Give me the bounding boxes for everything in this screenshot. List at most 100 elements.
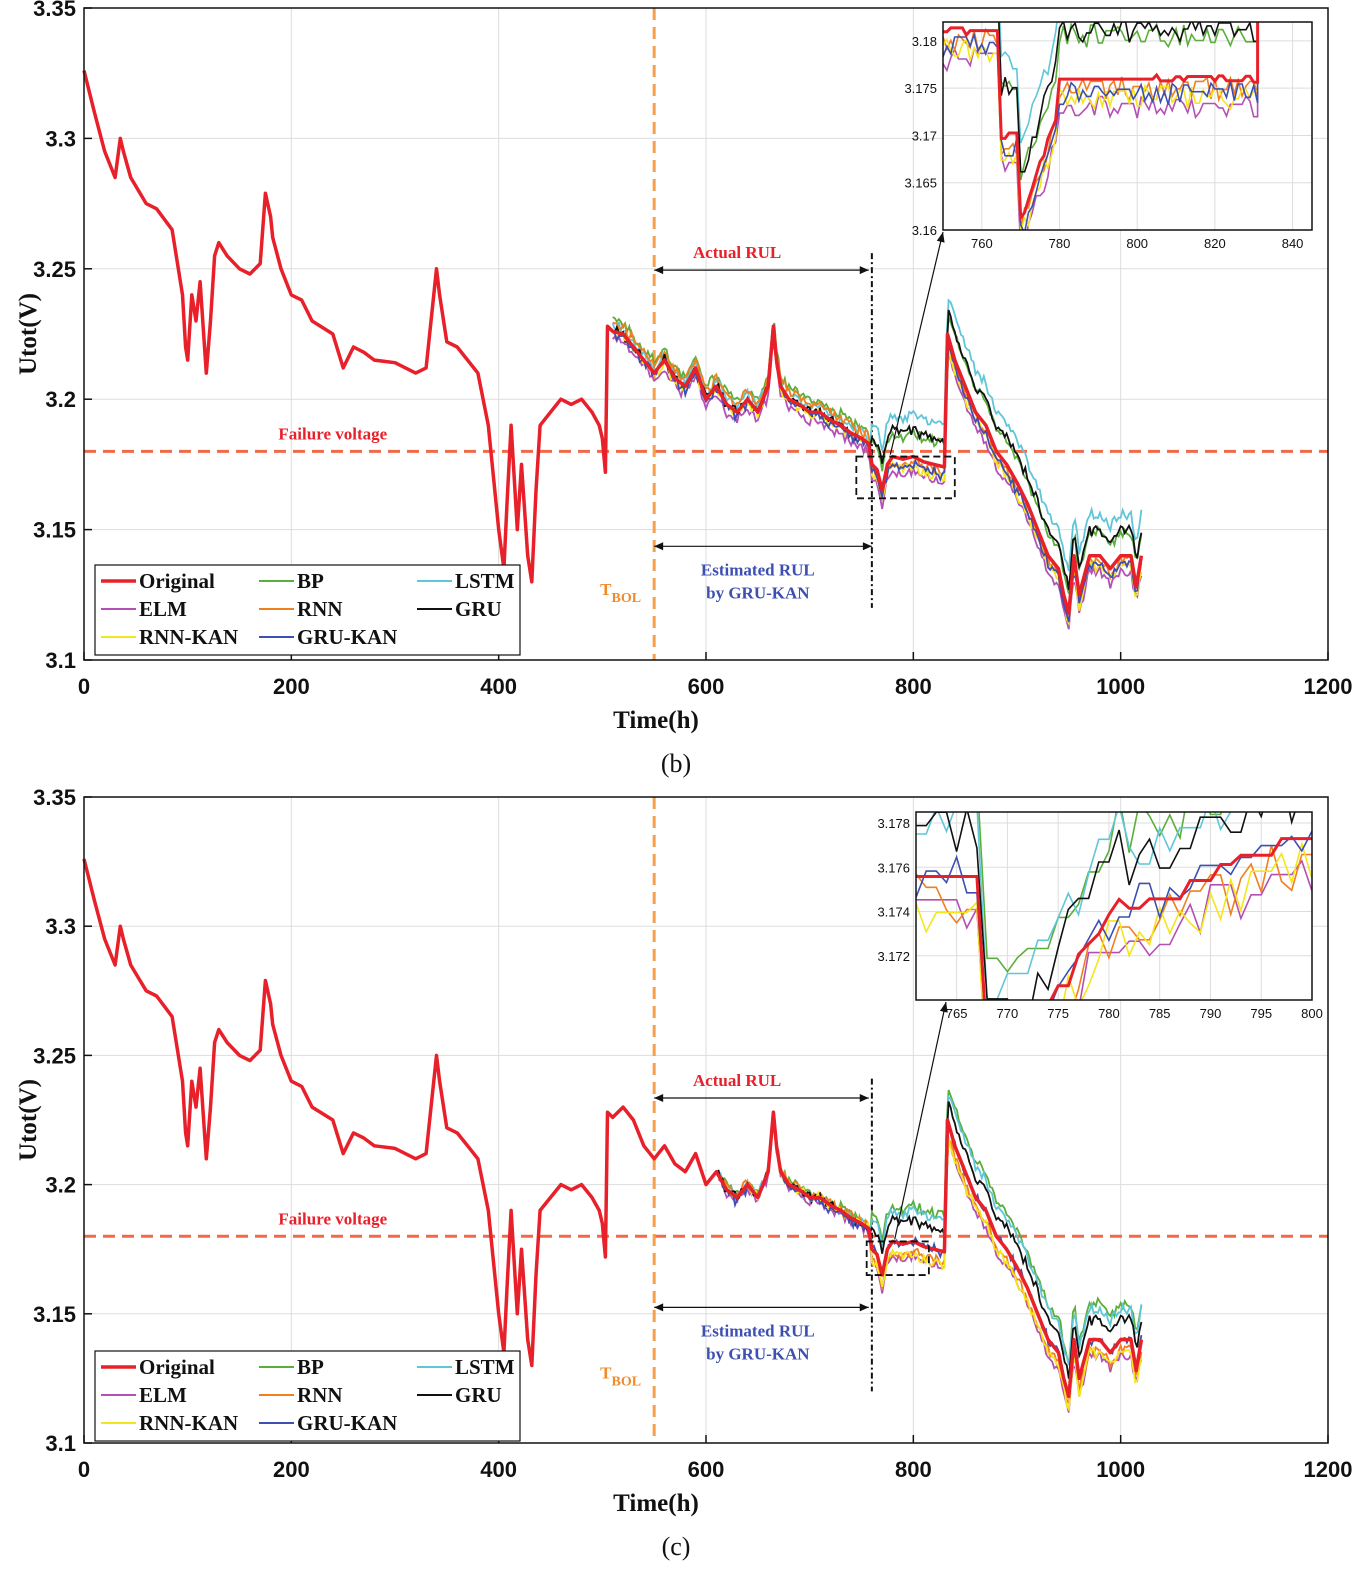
actual-rul-label: Actual RUL bbox=[693, 1071, 781, 1090]
estimated-rul-arrow-head-right bbox=[859, 1303, 869, 1312]
x-tick-label: 400 bbox=[480, 1457, 517, 1482]
x-tick-label: 1200 bbox=[1304, 674, 1353, 699]
inset-y-tick-label: 3.175 bbox=[904, 81, 937, 96]
inset-series-original bbox=[943, 22, 1260, 223]
legend-label: ELM bbox=[139, 1383, 187, 1407]
x-tick-label: 1200 bbox=[1304, 1457, 1353, 1482]
y-axis-label: Utot(V) bbox=[15, 1079, 42, 1161]
y-tick-label: 3.1 bbox=[45, 648, 76, 673]
actual-rul-arrow-head-right bbox=[859, 266, 869, 275]
x-tick-label: 200 bbox=[273, 1457, 310, 1482]
inset-series-gru-kan bbox=[943, 22, 1259, 230]
series-elm bbox=[612, 334, 1143, 630]
x-tick-label: 800 bbox=[895, 674, 932, 699]
series-original bbox=[82, 70, 1144, 615]
inset-y-tick-label: 3.174 bbox=[877, 905, 910, 920]
legend-label: GRU-KAN bbox=[297, 625, 397, 649]
x-tick-label: 600 bbox=[688, 674, 725, 699]
series-original bbox=[82, 858, 1144, 1399]
legend-label: LSTM bbox=[455, 569, 515, 593]
inset-x-tick-label: 800 bbox=[1126, 236, 1148, 251]
legend-label: ELM bbox=[139, 597, 187, 621]
actual-rul-arrow-head-right bbox=[859, 1094, 869, 1103]
inset-frame bbox=[915, 811, 1313, 1001]
inset-series-rnn-kan bbox=[943, 22, 1259, 230]
x-axis-label: Time(h) bbox=[613, 1490, 699, 1517]
inset-series-rnn bbox=[943, 22, 1259, 230]
x-axis-label: Time(h) bbox=[613, 707, 699, 734]
inset-x-tick-label: 785 bbox=[1149, 1006, 1171, 1021]
inset-y-tick-label: 3.165 bbox=[904, 176, 937, 191]
inset-x-tick-label: 795 bbox=[1250, 1006, 1272, 1021]
legend-label: GRU-KAN bbox=[297, 1411, 397, 1435]
inset-y-tick-label: 3.16 bbox=[912, 223, 937, 238]
y-axis-label: Utot(V) bbox=[15, 293, 42, 375]
axes-frame bbox=[83, 796, 1329, 1444]
x-tick-label: 1000 bbox=[1096, 1457, 1145, 1482]
zoom-connector bbox=[894, 1001, 947, 1240]
inset-x-tick-label: 800 bbox=[1301, 1006, 1323, 1021]
x-tick-label: 1000 bbox=[1096, 674, 1145, 699]
y-tick-label: 3.2 bbox=[45, 1173, 76, 1198]
estimated-rul-arrow-head-left bbox=[654, 1303, 664, 1312]
legend-label: Original bbox=[139, 1355, 215, 1379]
estimated-rul-arrow-head-left bbox=[654, 542, 664, 551]
inset-x-tick-label: 820 bbox=[1204, 236, 1226, 251]
inset-series-lstm bbox=[916, 812, 1232, 1000]
inset-x-tick-label: 780 bbox=[1049, 236, 1071, 251]
inset-series-bp bbox=[997, 22, 1259, 181]
x-tick-label: 400 bbox=[480, 674, 517, 699]
inset-x-tick-label: 770 bbox=[997, 1006, 1019, 1021]
legend-label: BP bbox=[297, 1355, 324, 1379]
y-tick-label: 3.15 bbox=[33, 1302, 76, 1327]
inset-x-tick-label: 780 bbox=[1098, 1006, 1120, 1021]
legend-label: Original bbox=[139, 569, 215, 593]
legend-label: RNN bbox=[297, 597, 343, 621]
zoom-box bbox=[865, 1240, 930, 1276]
legend-label: LSTM bbox=[455, 1355, 515, 1379]
y-tick-label: 3.3 bbox=[45, 914, 76, 939]
series-bp bbox=[612, 316, 1143, 594]
x-tick-label: 0 bbox=[78, 674, 90, 699]
zoom-connector-head bbox=[936, 232, 945, 243]
inset-plot: 765 770 775 780 785 790 795 800 3.172 3.174 3.176 3… bbox=[877, 811, 1323, 1021]
estimated-rul-label: Estimated RUL bbox=[701, 1321, 815, 1340]
zoom-connector-head bbox=[939, 1002, 948, 1013]
inset-y-tick-label: 3.172 bbox=[877, 949, 910, 964]
legend: Original BP LSTM ELM RNN GRU RNN-KAN GRU-KAN bbox=[94, 1350, 521, 1442]
estimated-rul-label: Estimated RUL bbox=[701, 560, 815, 579]
legend-label: RNN-KAN bbox=[139, 625, 238, 649]
zoom-connector bbox=[889, 231, 944, 455]
series-lstm bbox=[611, 298, 1143, 572]
inset-y-tick-label: 3.176 bbox=[877, 860, 910, 875]
inset-series bbox=[943, 22, 1260, 230]
legend: Original BP LSTM ELM RNN GRU RNN-KAN GRU-KAN bbox=[94, 564, 521, 656]
inset-x-tick-label: 790 bbox=[1200, 1006, 1222, 1021]
legend-label: RNN bbox=[297, 1383, 343, 1407]
panel-c: 0 200 400 600 800 1000 1200 3.1 3.15 3.2 3.25 3.3 3.… bbox=[15, 785, 1353, 1561]
actual-rul-label: Actual RUL bbox=[693, 243, 781, 262]
legend-label: GRU bbox=[455, 597, 502, 621]
inset-x-tick-label: 765 bbox=[946, 1006, 968, 1021]
x-tick-label: 800 bbox=[895, 1457, 932, 1482]
inset-plot: 760 780 800 820 840 3.16 3.165 3.17 3.175 3.18 bbox=[904, 21, 1313, 251]
inset-series-gru bbox=[998, 22, 1259, 173]
estimated-rul-label-2: by GRU-KAN bbox=[706, 1344, 810, 1363]
inset-series-rnn-kan bbox=[916, 840, 1312, 1000]
inset-series-gru bbox=[916, 812, 1296, 1000]
inset-y-tick-label: 3.18 bbox=[912, 34, 937, 49]
zoom-box bbox=[855, 455, 956, 500]
y-tick-label: 3.35 bbox=[33, 785, 76, 810]
estimated-rul-label-2: by GRU-KAN bbox=[706, 583, 810, 602]
y-tick-label: 3.25 bbox=[33, 1043, 76, 1068]
legend-label: BP bbox=[297, 569, 324, 593]
t-bol-label: TBOL bbox=[600, 1363, 641, 1389]
legend-label: GRU bbox=[455, 1383, 502, 1407]
axes-frame bbox=[83, 7, 1329, 661]
x-tick-label: 200 bbox=[273, 674, 310, 699]
panel-caption: (b) bbox=[661, 749, 691, 778]
x-tick-label: 0 bbox=[78, 1457, 90, 1482]
actual-rul-arrow-head-left bbox=[654, 1094, 664, 1103]
inset-series-original bbox=[916, 837, 1312, 1000]
